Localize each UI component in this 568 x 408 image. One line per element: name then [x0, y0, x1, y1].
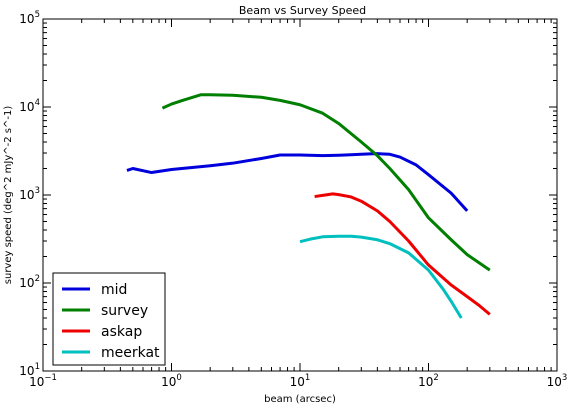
x-tick-label: 10−1: [29, 373, 57, 389]
y-tick-label: 104: [19, 98, 40, 114]
series-line-meerkat: [299, 234, 463, 319]
x-tick-label: 100: [161, 373, 182, 389]
y-tick-label: 102: [19, 274, 40, 290]
y-tick-label: 101: [19, 362, 40, 378]
y-axis-label: survey speed (deg^2 mJy^-2 s^-1): [3, 106, 14, 285]
series-lines: [126, 93, 491, 319]
legend-label-survey: survey: [101, 303, 148, 319]
y-tick-labels: 101 102 103 104 105: [19, 10, 40, 378]
axis-ticks: [42, 18, 558, 372]
series-line-mid: [126, 152, 469, 212]
series-line-survey: [161, 93, 491, 272]
x-tick-label: 103: [547, 373, 568, 389]
legend-label-mid: mid: [101, 282, 127, 298]
x-tick-labels: 10−1 100 101 102 103: [29, 373, 567, 389]
x-tick-label: 101: [290, 373, 311, 389]
y-tick-label: 103: [19, 186, 40, 202]
chart-title: Beam vs Survey Speed: [239, 4, 366, 17]
legend-label-askap: askap: [101, 324, 142, 340]
plot-frame: [42, 18, 558, 372]
x-axis-label: beam (arcsec): [264, 394, 336, 405]
legend: mid survey askap meerkat: [52, 272, 166, 366]
legend-label-meerkat: meerkat: [101, 345, 160, 361]
legend-items: mid survey askap meerkat: [62, 282, 160, 361]
y-tick-label: 105: [19, 10, 40, 26]
x-tick-label: 102: [418, 373, 439, 389]
series-line-askap: [314, 192, 491, 316]
